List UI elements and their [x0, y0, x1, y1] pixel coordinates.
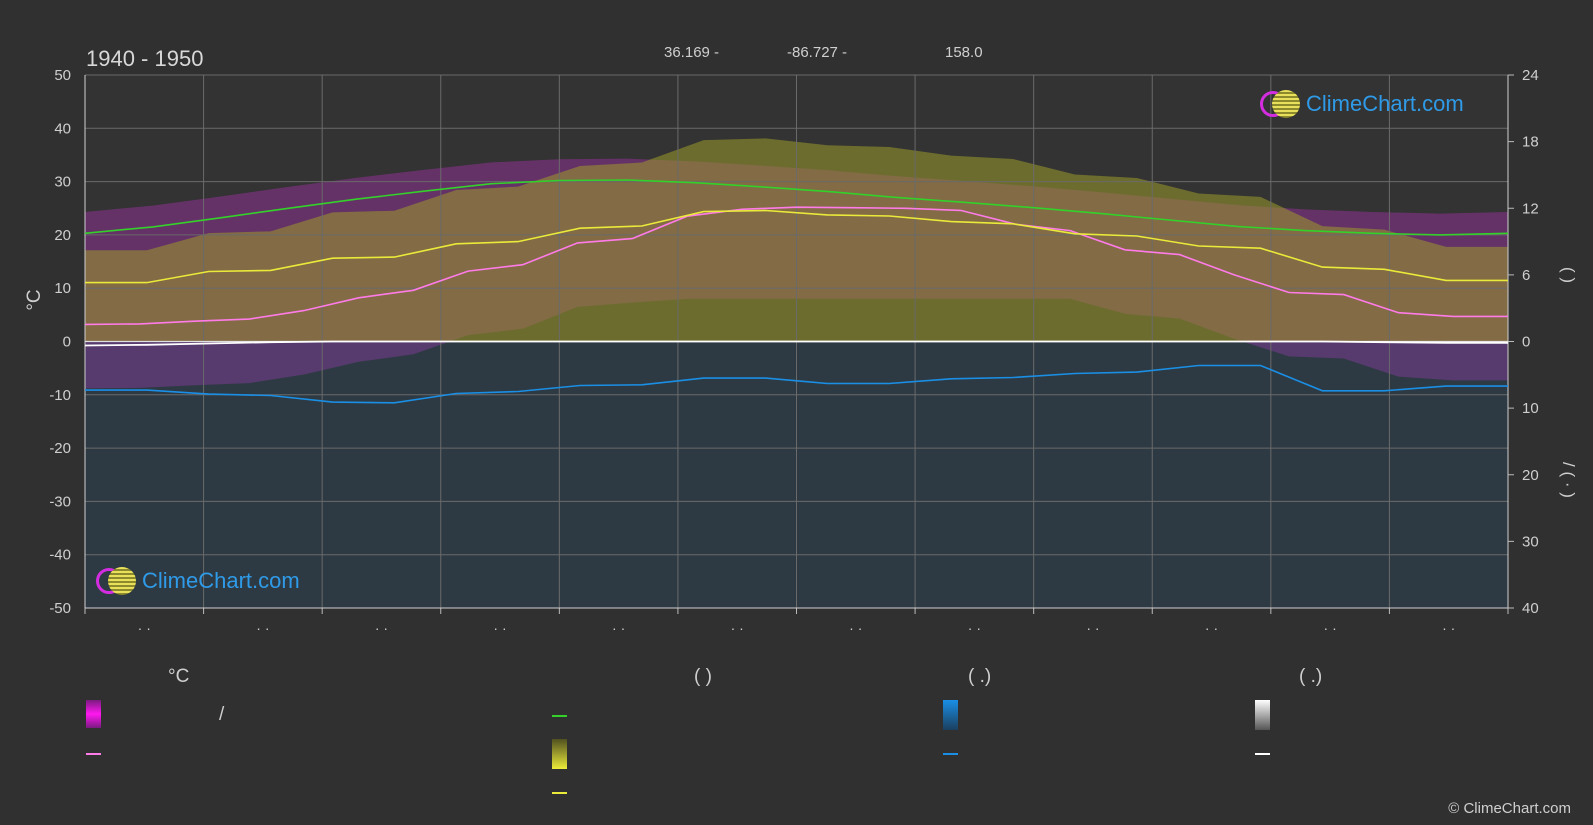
chart-title: 1940 - 1950: [86, 46, 204, 71]
legend-rain-header: ( .): [968, 666, 992, 687]
legend-snow-line-swatch: [1255, 753, 1270, 755]
legend-mean-temp-swatch: [86, 753, 101, 755]
y-tick-label: 10: [54, 280, 71, 297]
logo-text: ClimeChart.com: [1306, 91, 1464, 116]
series-line-sunshine: [85, 209, 1508, 284]
logo-sun-icon: [1272, 90, 1300, 118]
y-axis-label: °C: [24, 289, 45, 310]
series-line-snow: [84, 340, 1508, 347]
y-tick-label: -30: [49, 493, 71, 510]
right-tick-label-sun: 24: [1522, 67, 1539, 84]
right-tick-label-sun: 18: [1522, 134, 1539, 151]
y-tick-label: 20: [54, 227, 71, 244]
logo-sun-icon: [108, 567, 136, 595]
legend-temp-header: °C: [168, 666, 190, 687]
x-tick-label: · ·: [731, 620, 744, 636]
legend-temp-range-swatch: [86, 700, 101, 728]
legend-temp-slash: /: [219, 704, 225, 725]
x-tick-label: · ·: [849, 620, 862, 636]
x-tick-label: · ·: [1086, 620, 1099, 636]
y-tick-label: 30: [54, 174, 71, 191]
x-tick-label: · ·: [1205, 620, 1218, 636]
elevation-label: 158.0: [945, 44, 983, 61]
x-tick-label: · ·: [968, 620, 981, 636]
legend-daylight-swatch: [552, 715, 567, 717]
right-tick-label-precip: 20: [1522, 467, 1539, 484]
right-tick-label-sun: 6: [1522, 267, 1530, 284]
y-tick-label: 50: [54, 67, 71, 84]
x-tick-label: · ·: [256, 620, 269, 636]
logo-bottom[interactable]: ClimeChart.com: [96, 567, 300, 595]
legend-rain-swatch: [943, 700, 958, 730]
right-tick-label-sun: 12: [1522, 200, 1539, 217]
copyright: © ClimeChart.com: [1448, 800, 1571, 817]
legend-snow-swatch: [1255, 700, 1270, 730]
legend-sunshine-header: ( ): [694, 666, 712, 687]
x-tick-label: · ·: [1324, 620, 1337, 636]
x-tick-label: · ·: [138, 620, 151, 636]
right-tick-label-precip: 30: [1522, 533, 1539, 550]
x-tick-label: · ·: [612, 620, 625, 636]
series-line-precipitation: [85, 364, 1508, 404]
longitude-label: -86.727 -: [787, 44, 848, 61]
y-tick-label: -50: [49, 600, 71, 617]
y-tick-label: -40: [49, 547, 71, 564]
legend-sunshine-swatch: [552, 739, 567, 769]
latitude-label: 36.169 -: [664, 44, 720, 61]
legend-snow-header: ( .): [1299, 666, 1323, 687]
right-tick-label-sun: 0: [1522, 334, 1530, 351]
right-tick-label-precip: 40: [1522, 600, 1539, 617]
logo-top[interactable]: ClimeChart.com: [1260, 90, 1464, 118]
y-tick-label: -10: [49, 387, 71, 404]
right-tick-label-precip: 10: [1522, 400, 1539, 417]
x-tick-label: · ·: [493, 620, 506, 636]
logo-text: ClimeChart.com: [142, 568, 300, 593]
series-line-mean-temp: [84, 206, 1508, 326]
right-axis-label-precip: / ( · ): [1559, 462, 1578, 498]
x-tick-label: · ·: [1442, 620, 1455, 636]
series-line-max-temp: [84, 179, 1509, 236]
legend-rain-line-swatch: [943, 753, 958, 755]
y-tick-label: 0: [63, 334, 71, 351]
legend-sunshine-line-swatch: [552, 792, 567, 794]
x-tick-label: · ·: [375, 620, 388, 636]
y-tick-label: -20: [49, 440, 71, 457]
right-axis-label-sun: ( ): [1559, 267, 1578, 283]
y-tick-label: 40: [54, 120, 71, 137]
